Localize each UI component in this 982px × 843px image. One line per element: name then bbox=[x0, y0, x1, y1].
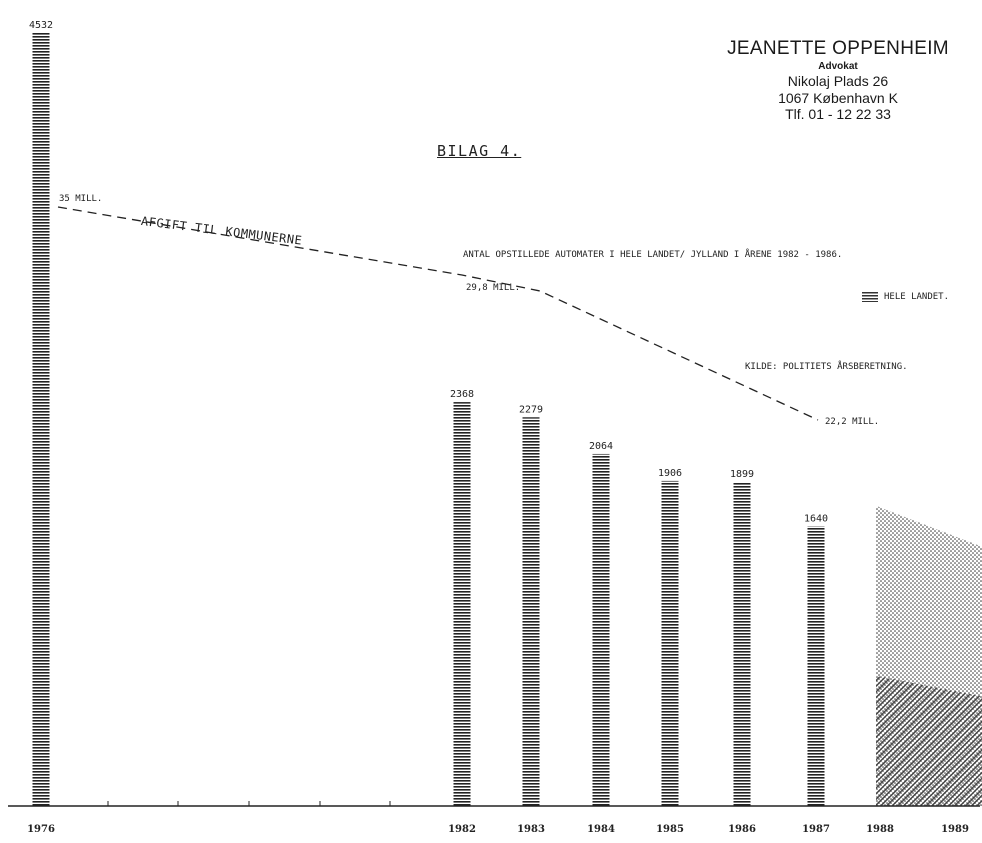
chart-marks: 4532 1976 2368 1982 2279 1983 2064 1984 1906 1985… bbox=[8, 20, 982, 835]
bar-1987 bbox=[807, 526, 825, 806]
x-tick-label-1985: 1985 bbox=[656, 824, 684, 835]
bar-value-label-1987: 1640 bbox=[804, 513, 828, 524]
x-tick-label-1983: 1983 bbox=[517, 824, 545, 835]
x-tick-label-1976: 1976 bbox=[27, 824, 55, 835]
letterhead-address-line2: 1067 København K bbox=[778, 89, 898, 106]
chart-title: ANTAL OPSTILLEDE AUTOMATER I HELE LANDET… bbox=[463, 250, 843, 260]
legend-swatch-icon bbox=[862, 292, 878, 302]
letterhead-address-line1: Nikolaj Plads 26 bbox=[787, 72, 889, 89]
x-tick-label-1988: 1988 bbox=[866, 824, 894, 835]
bar-value-label-1976: 4532 bbox=[29, 20, 53, 31]
x-tick-label-1989: 1989 bbox=[941, 824, 969, 835]
letterhead-phone: Tlf. 01 - 12 22 33 bbox=[785, 106, 891, 123]
bar-value-label-1986: 1899 bbox=[730, 469, 754, 480]
fee-point-label-1987: 22,2 MILL. bbox=[825, 417, 879, 427]
legend: HELE LANDET. bbox=[862, 292, 949, 302]
x-tick-label-1982: 1982 bbox=[448, 824, 476, 835]
legend-label: HELE LANDET. bbox=[884, 292, 950, 302]
bar-value-label-1985: 1906 bbox=[658, 468, 682, 479]
letterhead-name: JEANETTE OPPENHEIM bbox=[727, 38, 949, 59]
document-label: BILAG 4. bbox=[437, 142, 522, 160]
fee-point-label-1983: 29,8 MILL. bbox=[466, 283, 520, 293]
bar-1983 bbox=[522, 417, 540, 806]
projection-area-diagonal bbox=[876, 675, 982, 806]
x-tick-label-1987: 1987 bbox=[802, 824, 830, 835]
x-tick-label-1984: 1984 bbox=[587, 824, 615, 835]
bar-1982 bbox=[453, 402, 471, 806]
bar-1985 bbox=[661, 480, 679, 806]
bar-1984 bbox=[592, 453, 610, 806]
bar-value-label-1982: 2368 bbox=[450, 389, 474, 400]
source-note: KILDE: POLITIETS ÅRSBERETNING. bbox=[745, 362, 908, 372]
bar-1976 bbox=[32, 33, 50, 806]
bar-value-label-1984: 2064 bbox=[589, 441, 613, 452]
letterhead-title: Advokat bbox=[818, 60, 858, 72]
bar-1986 bbox=[733, 482, 751, 806]
x-tick-label-1986: 1986 bbox=[728, 824, 756, 835]
fee-line bbox=[57, 206, 819, 421]
fee-point-label-1976: 35 MILL. bbox=[59, 194, 102, 204]
bar-value-label-1983: 2279 bbox=[519, 404, 543, 415]
letterhead: JEANETTE OPPENHEIM Advokat Nikolaj Plads… bbox=[708, 38, 968, 123]
